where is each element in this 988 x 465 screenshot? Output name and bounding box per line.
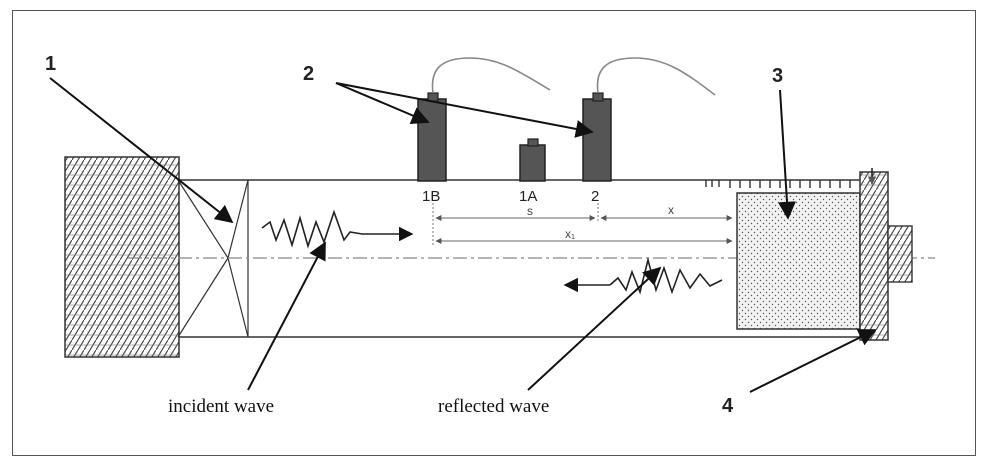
incident-wave-label: incident wave: [168, 396, 274, 417]
reflected-wave-label: reflected wave: [438, 396, 549, 417]
callout-label-1: 1: [45, 53, 56, 75]
callout-label-4: 4: [722, 395, 734, 417]
incident-wave: [261, 209, 414, 249]
dimension-label-x: x: [668, 203, 674, 217]
dimension-label-x1: x₁: [565, 227, 575, 241]
position-label-1a: 1A: [519, 188, 537, 205]
callout-label-3: 3: [772, 65, 783, 87]
sample-absorber: [705, 180, 861, 330]
position-label-2: 2: [591, 188, 599, 205]
callout-label-2: 2: [303, 63, 314, 85]
microphone-1a: [519, 138, 546, 182]
dimension-label-s: s: [527, 204, 533, 218]
reflected-wave: [563, 256, 723, 295]
rigid-backing: [859, 168, 913, 341]
microphone-2: [582, 57, 716, 182]
callout-arrows: [49, 77, 877, 393]
loudspeaker-source: [64, 156, 249, 358]
position-label-1b: 1B: [422, 188, 440, 205]
dimension-lines: [432, 203, 733, 245]
